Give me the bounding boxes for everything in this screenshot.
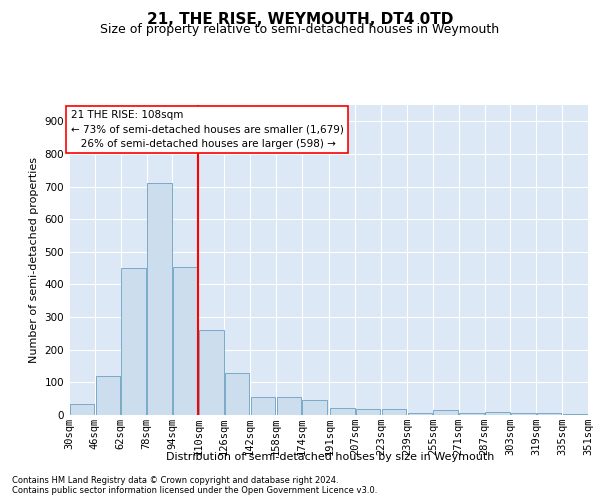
Bar (356, 409, 380, 415)
Bar (277, 397, 301, 415)
Text: Size of property relative to semi-detached houses in Weymouth: Size of property relative to semi-detach… (100, 22, 500, 36)
Bar (173, 266, 197, 415)
Text: 21, THE RISE, WEYMOUTH, DT4 0TD: 21, THE RISE, WEYMOUTH, DT4 0TD (147, 12, 453, 28)
Bar (199, 330, 224, 415)
Text: Contains public sector information licensed under the Open Government Licence v3: Contains public sector information licen… (12, 486, 377, 495)
Bar (95, 376, 120, 415)
Bar (225, 372, 250, 415)
Text: Distribution of semi-detached houses by size in Weymouth: Distribution of semi-detached houses by … (166, 452, 494, 462)
Bar (70, 404, 94, 415)
Text: 21 THE RISE: 108sqm
← 73% of semi-detached houses are smaller (1,679)
   26% of : 21 THE RISE: 108sqm ← 73% of semi-detach… (71, 110, 343, 150)
Bar (433, 410, 458, 415)
Bar (251, 397, 275, 415)
Bar (147, 184, 172, 415)
Bar (460, 414, 484, 415)
Bar (511, 414, 536, 415)
Bar (330, 408, 355, 415)
Bar (563, 414, 587, 415)
Bar (121, 268, 146, 415)
Bar (302, 400, 327, 415)
Bar (382, 409, 406, 415)
Bar (537, 414, 562, 415)
Text: Contains HM Land Registry data © Crown copyright and database right 2024.: Contains HM Land Registry data © Crown c… (12, 476, 338, 485)
Bar (485, 412, 510, 415)
Y-axis label: Number of semi-detached properties: Number of semi-detached properties (29, 157, 39, 363)
Bar (407, 414, 432, 415)
